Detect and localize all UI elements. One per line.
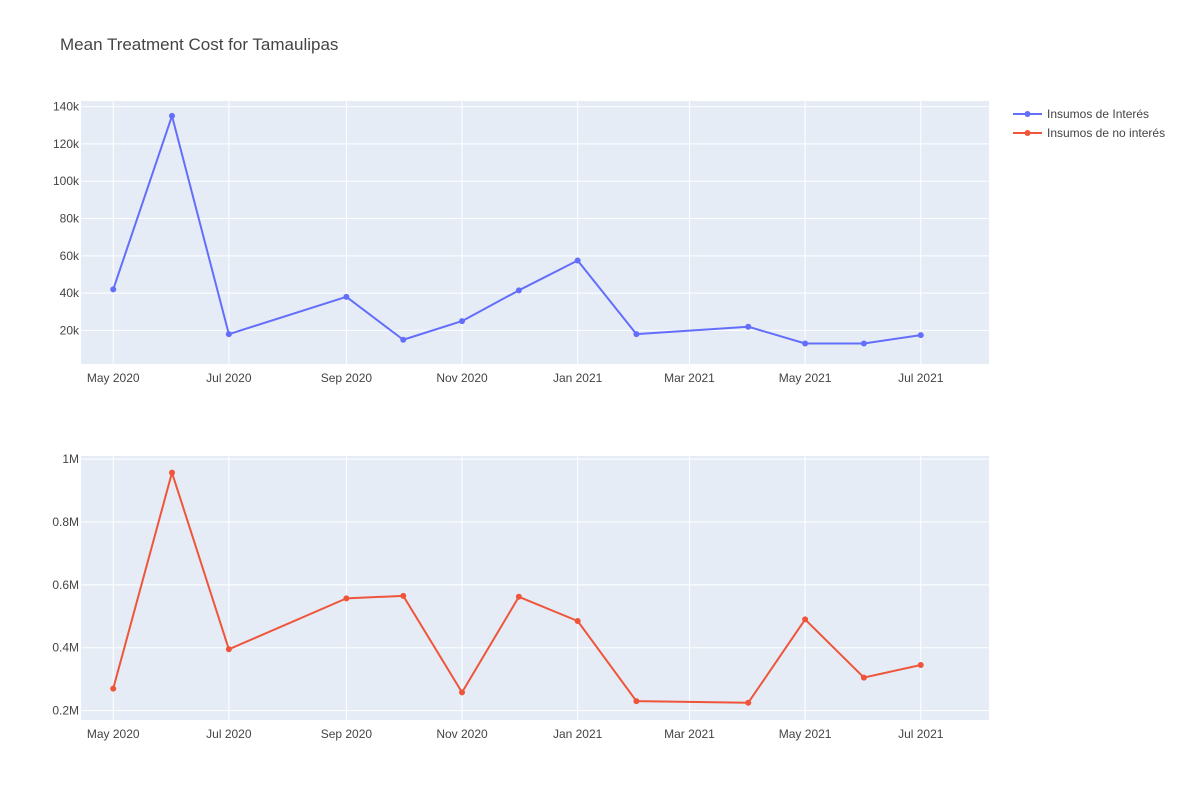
- x-tick-label: Jul 2021: [898, 727, 944, 741]
- data-point: [515, 593, 522, 600]
- x-tick-label: Nov 2020: [436, 727, 488, 741]
- chart-title: Mean Treatment Cost for Tamaulipas: [60, 35, 338, 54]
- data-point: [633, 331, 640, 338]
- y-tick-label: 100k: [53, 174, 80, 188]
- data-point: [110, 685, 117, 692]
- data-point: [515, 287, 522, 294]
- panel-0: May 2020 Jul 2020 Sep 2020 Nov 2020 Jan 2021…: [53, 100, 989, 385]
- x-tick-label: Jul 2020: [206, 371, 252, 385]
- data-point: [110, 286, 117, 293]
- data-point: [860, 340, 867, 347]
- data-point: [860, 674, 867, 681]
- x-tick-label: May 2021: [779, 371, 832, 385]
- x-tick-label: Jan 2021: [553, 727, 603, 741]
- x-tick-label: Jul 2020: [206, 727, 252, 741]
- y-tick-label: 20k: [60, 323, 80, 337]
- y-tick-label: 140k: [53, 100, 80, 114]
- y-tick-label: 120k: [53, 137, 80, 151]
- data-point: [343, 293, 350, 300]
- data-point: [917, 662, 924, 668]
- x-tick-label: Nov 2020: [436, 371, 488, 385]
- x-tick-label: Mar 2021: [664, 371, 715, 385]
- data-point: [168, 469, 175, 476]
- data-point: [574, 257, 581, 264]
- y-tick-label: 0.6M: [52, 578, 79, 592]
- data-point: [343, 595, 350, 602]
- data-point: [400, 592, 407, 599]
- data-point: [225, 646, 232, 653]
- panel-1: May 2020 Jul 2020 Sep 2020 Nov 2020 Jan 2021…: [52, 452, 989, 741]
- x-tick-label: Mar 2021: [664, 727, 715, 741]
- data-point: [802, 616, 809, 623]
- legend-entry: Insumos de Interés: [1047, 107, 1149, 121]
- x-tick-label: Jan 2021: [553, 371, 603, 385]
- data-point: [745, 699, 752, 706]
- data-point: [745, 323, 752, 330]
- legend-swatch-marker: [1024, 130, 1031, 136]
- data-point: [459, 689, 466, 696]
- legend-entry: Insumos de no interés: [1047, 126, 1165, 140]
- x-tick-label: May 2021: [779, 727, 832, 741]
- data-point: [400, 336, 407, 343]
- x-tick-label: May 2020: [87, 371, 140, 385]
- y-tick-label: 60k: [60, 249, 80, 263]
- plot-area: [81, 456, 989, 720]
- data-point: [917, 332, 924, 339]
- legend: Insumos de Interés Insumos de no interés: [1013, 107, 1165, 140]
- data-point: [802, 340, 809, 347]
- legend-swatch-marker: [1024, 111, 1031, 117]
- data-point: [633, 698, 640, 705]
- plot-area: [81, 101, 989, 364]
- x-tick-label: Jul 2021: [898, 371, 944, 385]
- data-point: [459, 318, 466, 325]
- data-point: [574, 618, 581, 624]
- y-tick-label: 80k: [60, 212, 80, 226]
- data-point: [225, 331, 232, 338]
- x-tick-label: Sep 2020: [321, 371, 373, 385]
- data-point: [168, 112, 175, 119]
- x-tick-label: May 2020: [87, 727, 140, 741]
- y-tick-label: 0.2M: [52, 704, 79, 718]
- y-tick-label: 1M: [62, 452, 79, 466]
- y-tick-label: 0.8M: [52, 515, 79, 529]
- y-tick-label: 40k: [60, 286, 80, 300]
- y-tick-label: 0.4M: [52, 641, 79, 655]
- x-tick-label: Sep 2020: [321, 727, 373, 741]
